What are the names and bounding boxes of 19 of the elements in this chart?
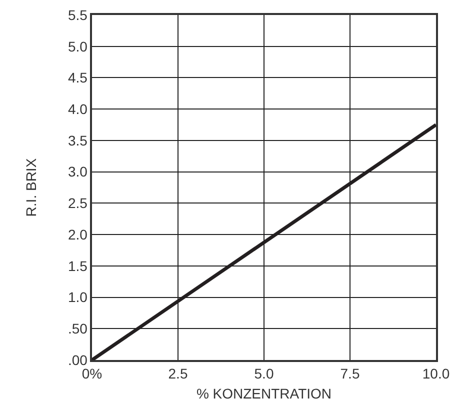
- y-tick-label: .50: [68, 320, 88, 337]
- x-tick-label: 2.5: [168, 366, 188, 382]
- y-tick-label: 4.0: [68, 100, 88, 117]
- y-tick-label: .00: [68, 352, 88, 368]
- y-tick-label: 2.5: [68, 195, 88, 212]
- x-tick-label: 5.0: [254, 366, 274, 382]
- y-tick-label: 1.5: [68, 258, 88, 274]
- y-tick-label: 4.5: [68, 70, 88, 86]
- x-tick-label: 7.5: [340, 366, 360, 382]
- y-tick-label: 3.5: [68, 132, 88, 148]
- x-axis-title: % KONZENTRATION: [196, 385, 332, 402]
- x-tick-label: 0%: [82, 366, 102, 382]
- y-tick-label: 5.5: [68, 6, 88, 23]
- y-tick-label: 3.0: [68, 164, 88, 180]
- y-tick-label: 2.0: [68, 226, 88, 242]
- y-tick-label: 5.0: [68, 38, 88, 54]
- y-axis-title: R.I. BRIX: [23, 158, 40, 217]
- x-tick-label: 10.0: [422, 366, 450, 382]
- y-tick-label: 1.0: [68, 289, 88, 306]
